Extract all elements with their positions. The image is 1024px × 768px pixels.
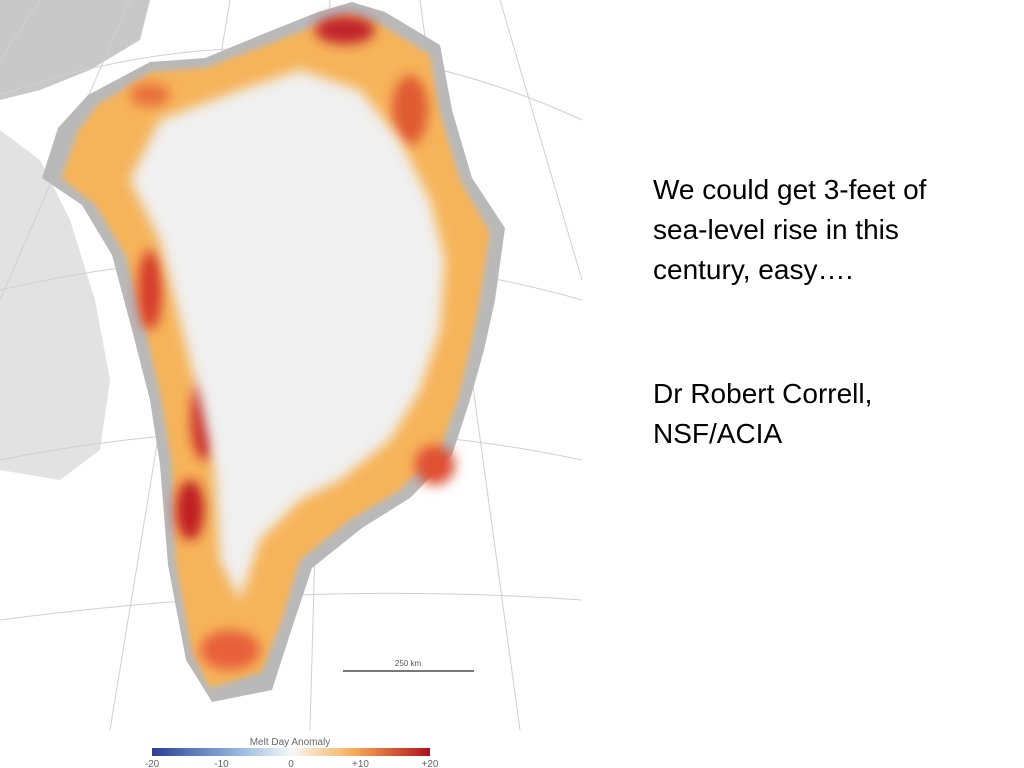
scale-label: 250 km [395,659,422,668]
text-line: Dr Robert Correll, [653,378,873,409]
canada-land [0,0,150,100]
color-bar [152,748,430,756]
legend-title: Melt Day Anomaly [250,737,331,748]
legend-tick-label: +20 [422,759,439,768]
text-line: We could get 3-feet of [653,174,927,205]
text-line: century, easy…. [653,254,854,285]
coast-land [0,130,110,480]
legend-tick-label: +10 [352,759,369,768]
text-line: sea-level rise in this [653,214,899,245]
text-line: NSF/ACIA [653,418,783,449]
legend-tick-label: -20 [145,759,160,768]
greenland-map: 250 km Melt Day Anomaly -20 -10 0 +10 +20 [0,0,583,768]
legend-tick-label: 0 [288,759,294,768]
ice-interior [130,70,445,600]
legend-ticks: -20 -10 0 +10 +20 [145,759,439,768]
legend-tick-label: -10 [214,759,229,768]
quote: We could get 3-feet of sea-level rise in … [653,170,926,290]
attribution: Dr Robert Correll, NSF/ACIA [653,374,872,454]
